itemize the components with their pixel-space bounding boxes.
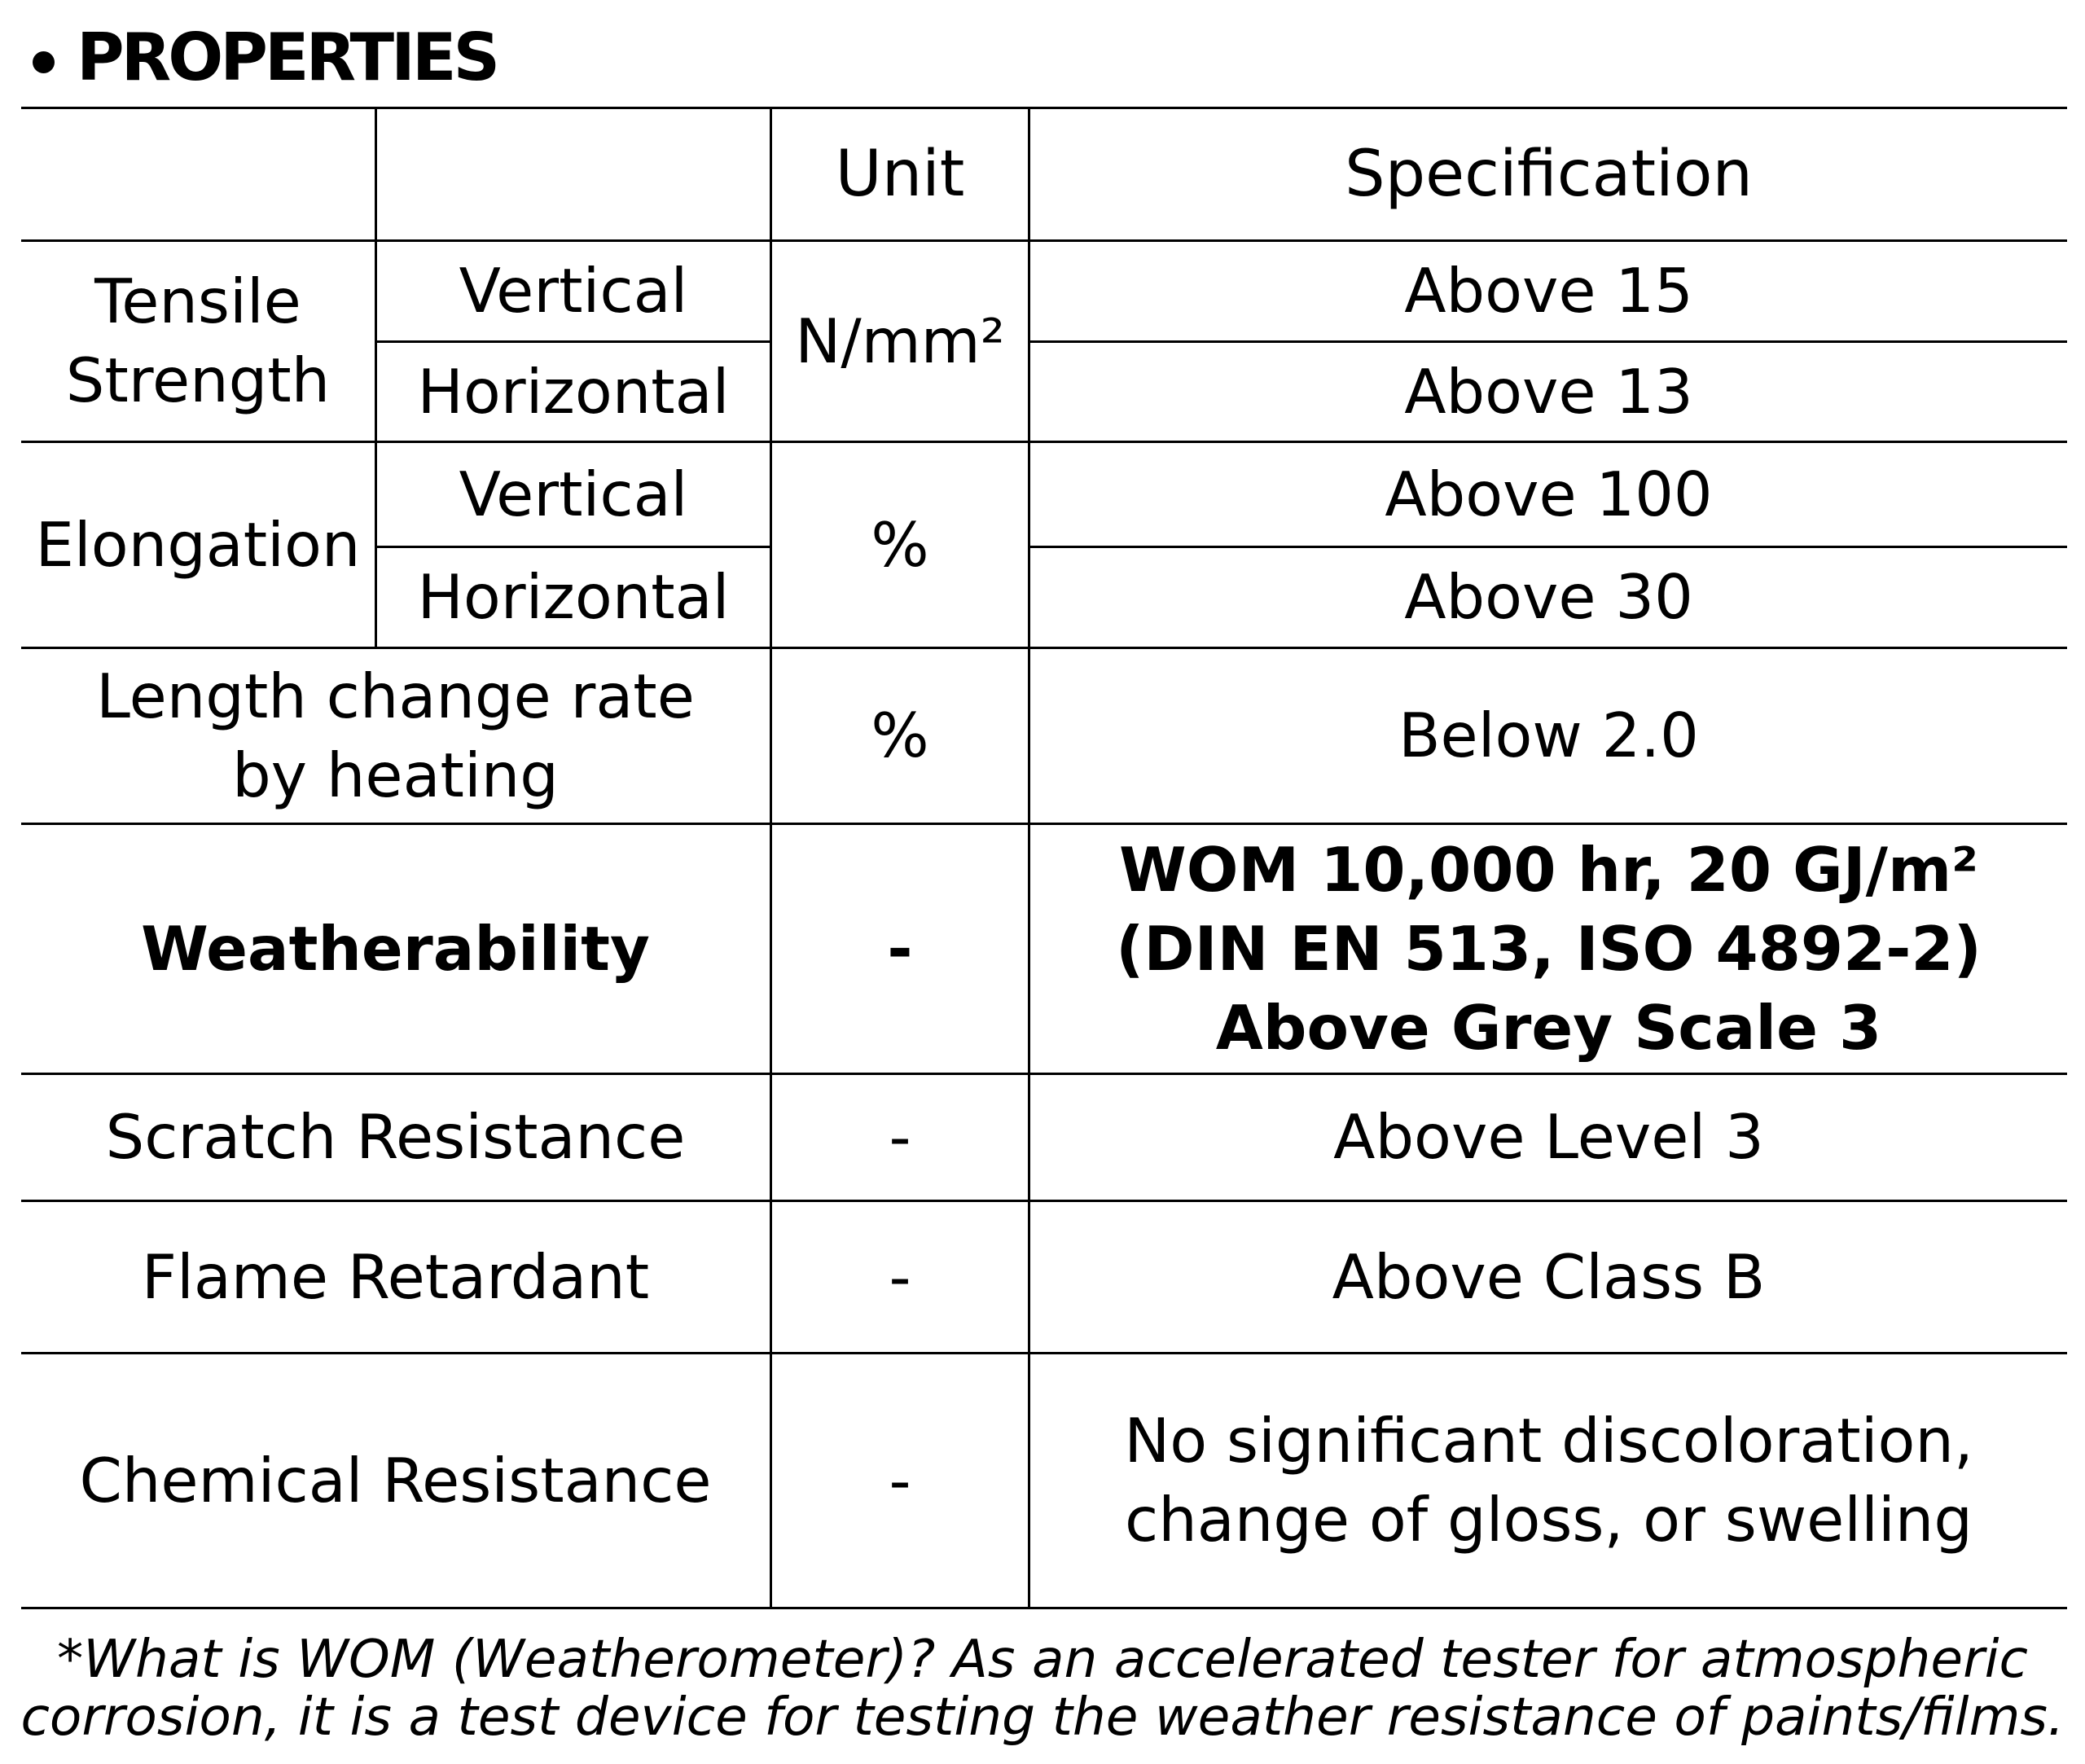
header-unit: Unit — [770, 107, 1028, 239]
cell-elongation-horizontal: Horizontal — [375, 546, 770, 647]
footnote: *What is WOM (Weatherometer)? As an acce… — [0, 1630, 2085, 1746]
cell-flame-unit: - — [770, 1200, 1028, 1352]
cell-label-flame: Flame Retardant — [21, 1200, 770, 1352]
text-line: Tensile — [94, 265, 301, 337]
cell-label-elongation: Elongation — [21, 441, 375, 647]
cell-label-chemical: Chemical Resistance — [21, 1352, 770, 1609]
row-elongation-vertical: Elongation Vertical % Above 100 — [21, 441, 2067, 647]
text-line: WOM 10,000 hr, 20 GJ/m² — [1118, 833, 1979, 906]
cell-weatherability-unit: - — [770, 823, 1028, 1073]
text-line: No significant discoloration, — [1124, 1405, 1973, 1477]
row-weatherability: Weatherability - WOM 10,000 hr, 20 GJ/m²… — [21, 823, 2067, 1073]
cell-tensile-vertical: Vertical — [375, 239, 770, 340]
text-line: Length change rate — [96, 660, 695, 732]
cell-label-length-change: Length change rate by heating — [21, 647, 770, 823]
cell-flame-spec: Above Class B — [1028, 1200, 2067, 1352]
row-tensile-horizontal: Horizontal Above 13 — [21, 340, 2067, 441]
row-chemical-resistance: Chemical Resistance - No significant dis… — [21, 1352, 2067, 1609]
cell-length-change-spec: Below 2.0 — [1028, 647, 2067, 823]
cell-tensile-horizontal-spec: Above 13 — [1028, 340, 2067, 441]
section-title-text: PROPERTIES — [77, 20, 500, 95]
cell-elongation-unit: % — [770, 441, 1028, 647]
text-line: by heating — [232, 739, 559, 811]
cell-label-tensile-strength: Tensile Strength — [21, 239, 375, 441]
properties-table: Unit Specification Tensile Strength Verti… — [21, 107, 2067, 1609]
cell-weatherability-spec: WOM 10,000 hr, 20 GJ/m² (DIN EN 513, ISO … — [1028, 823, 2067, 1073]
row-length-change: Length change rate by heating % Below 2.0 — [21, 647, 2067, 823]
header-blank-direction — [375, 107, 770, 239]
text-line: change of gloss, or swelling — [1125, 1484, 1973, 1556]
header-row: Unit Specification — [21, 107, 2067, 239]
row-flame-retardant: Flame Retardant - Above Class B — [21, 1200, 2067, 1352]
row-scratch-resistance: Scratch Resistance - Above Level 3 — [21, 1073, 2067, 1200]
bullet-icon — [33, 51, 55, 73]
text-line: Strength — [65, 344, 331, 416]
header-specification: Specification — [1028, 107, 2067, 239]
cell-label-scratch: Scratch Resistance — [21, 1073, 770, 1200]
row-tensile-vertical: Tensile Strength Vertical N/mm² Above 15 — [21, 239, 2067, 441]
cell-elongation-vertical-spec: Above 100 — [1028, 441, 2067, 546]
cell-length-change-unit: % — [770, 647, 1028, 823]
text-line: Above Grey Scale 3 — [1215, 991, 1882, 1064]
header-blank-property — [21, 107, 375, 239]
cell-elongation-vertical: Vertical — [375, 441, 770, 546]
row-elongation-horizontal: Horizontal Above 30 — [21, 546, 2067, 647]
cell-label-weatherability: Weatherability — [21, 823, 770, 1073]
cell-tensile-unit: N/mm² — [770, 239, 1028, 441]
cell-elongation-horizontal-spec: Above 30 — [1028, 546, 2067, 647]
text-line: (DIN EN 513, ISO 4892-2) — [1116, 912, 1982, 985]
cell-tensile-horizontal: Horizontal — [375, 340, 770, 441]
text-line: corrosion, it is a test device for testi… — [20, 1687, 2065, 1748]
cell-chemical-spec: No significant discoloration, change of g… — [1028, 1352, 2067, 1609]
cell-scratch-spec: Above Level 3 — [1028, 1073, 2067, 1200]
text-line: *What is WOM (Weatherometer)? As an acce… — [56, 1629, 2029, 1690]
cell-tensile-vertical-spec: Above 15 — [1028, 239, 2067, 340]
cell-scratch-unit: - — [770, 1073, 1028, 1200]
cell-chemical-unit: - — [770, 1352, 1028, 1609]
